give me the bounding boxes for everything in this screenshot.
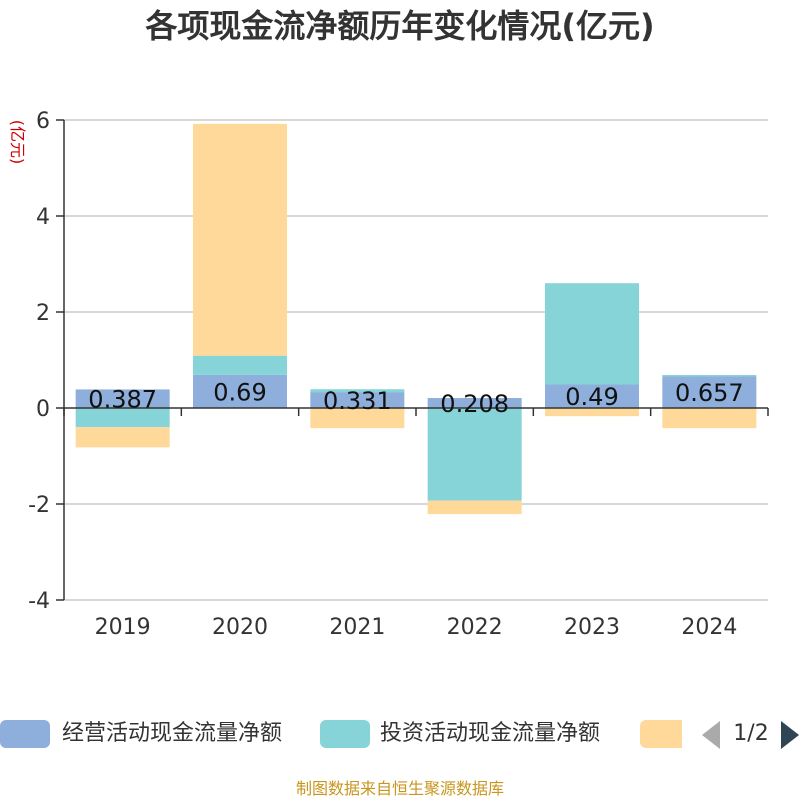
legend-swatch-financing bbox=[640, 720, 682, 748]
legend-swatch-investing bbox=[320, 720, 370, 748]
legend: 经营活动现金流量净额 投资活动现金流量净额 bbox=[0, 714, 800, 754]
y-tick-label: 4 bbox=[36, 205, 50, 230]
y-tick-label: -4 bbox=[28, 589, 50, 614]
data-label: 0.69 bbox=[213, 378, 266, 406]
y-tick-label: 2 bbox=[36, 301, 50, 326]
bar-series2-2022 bbox=[427, 408, 522, 501]
legend-swatch-operating bbox=[0, 720, 50, 748]
y-axis-label: (亿元) bbox=[8, 120, 27, 165]
data-label: 0.49 bbox=[565, 383, 618, 411]
y-tick-label: 0 bbox=[36, 397, 50, 422]
bar-series3-2023 bbox=[545, 408, 639, 417]
data-label: 0.208 bbox=[440, 390, 509, 418]
legend-page-indicator: 1/2 bbox=[733, 721, 769, 746]
bar-series2-2021 bbox=[310, 389, 405, 393]
x-tick-label: 2022 bbox=[447, 615, 503, 640]
bar-series2-2023 bbox=[545, 283, 639, 385]
bar-series1-2024 bbox=[662, 376, 757, 408]
y-tick-label: -2 bbox=[28, 493, 50, 518]
bar-series3-2021 bbox=[310, 408, 405, 429]
bar-series2-2024 bbox=[662, 375, 757, 377]
bar-series1-2020 bbox=[193, 374, 287, 408]
stacked-bar-chart: -4 -2 0 2 4 6 (亿元) 2019 2020 2021 2022 2023 2024 0.38… bbox=[8, 109, 769, 640]
chart-title: 各项现金流净额历年变化情况(亿元) bbox=[145, 7, 655, 45]
legend-prev-page-icon[interactable] bbox=[702, 721, 720, 749]
bar-series1-2019 bbox=[75, 389, 170, 408]
x-tick-label: 2020 bbox=[212, 615, 268, 640]
bar-series3-2019 bbox=[75, 427, 170, 448]
x-tick-label: 2024 bbox=[681, 615, 737, 640]
data-label: 0.657 bbox=[675, 379, 744, 407]
bar-series3-2024 bbox=[662, 408, 757, 429]
data-label: 0.331 bbox=[323, 387, 392, 415]
legend-next-page-icon[interactable] bbox=[781, 721, 799, 749]
bar-series2-2019 bbox=[75, 408, 170, 428]
bar-series1-2021 bbox=[310, 392, 405, 408]
data-label: 0.387 bbox=[88, 386, 157, 414]
data-source-note: 制图数据来自恒生聚源数据库 bbox=[295, 779, 504, 798]
bar-series1-2023 bbox=[545, 384, 639, 408]
legend-label-operating: 经营活动现金流量净额 bbox=[62, 721, 283, 746]
x-tick-label: 2023 bbox=[564, 615, 620, 640]
bar-series1-2022 bbox=[427, 398, 522, 408]
y-tick-label: 6 bbox=[36, 109, 50, 134]
x-tick-label: 2021 bbox=[329, 615, 385, 640]
bar-series3-2022 bbox=[427, 500, 522, 515]
bar-series2-2020 bbox=[193, 355, 287, 375]
x-tick-label: 2019 bbox=[95, 615, 151, 640]
bar-series3-2020 bbox=[193, 123, 287, 356]
legend-label-investing: 投资活动现金流量净额 bbox=[380, 721, 601, 746]
